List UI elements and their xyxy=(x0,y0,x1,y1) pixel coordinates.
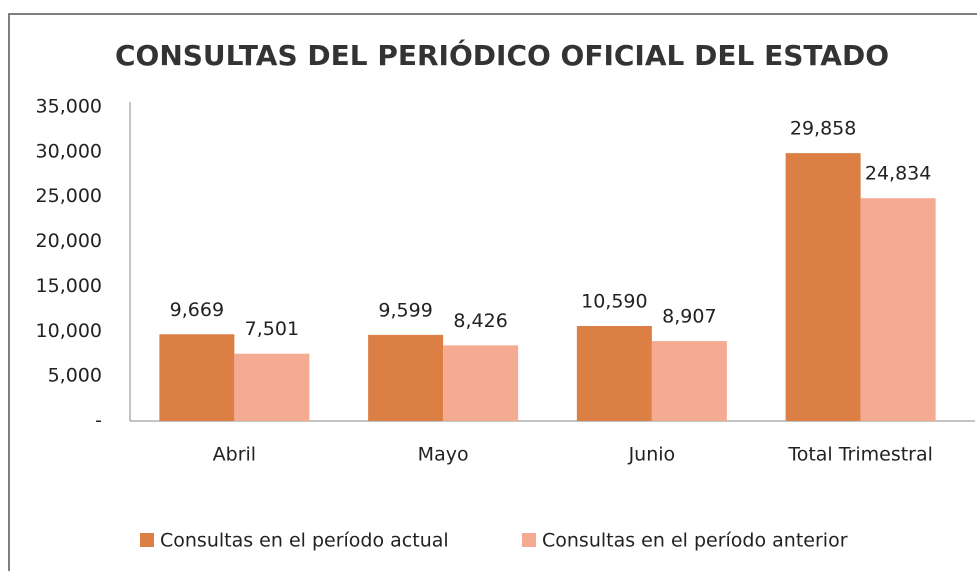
data-label: 24,834 xyxy=(865,163,931,185)
legend-swatch xyxy=(522,533,536,547)
x-tick-label: Junio xyxy=(628,444,676,466)
x-tick-label: Mayo xyxy=(418,444,469,466)
chart-title: CONSULTAS DEL PERIÓDICO OFICIAL DEL ESTA… xyxy=(115,38,889,72)
y-tick-label: 25,000 xyxy=(36,185,102,207)
data-label: 9,669 xyxy=(170,299,224,321)
data-label: 8,907 xyxy=(662,306,716,328)
bar xyxy=(860,198,936,421)
x-tick-label: Total Trimestral xyxy=(787,444,933,466)
bar xyxy=(159,334,235,421)
bar xyxy=(785,153,861,421)
bar xyxy=(234,353,310,421)
y-tick-label: 20,000 xyxy=(36,230,102,252)
y-tick-label: - xyxy=(95,410,102,432)
data-label: 10,590 xyxy=(581,290,647,312)
x-tick-label: Abril xyxy=(213,444,256,466)
bar xyxy=(368,334,444,421)
bar xyxy=(651,341,727,421)
y-tick-label: 35,000 xyxy=(36,96,102,118)
data-label: 8,426 xyxy=(453,310,507,332)
y-tick-label: 30,000 xyxy=(36,140,102,162)
bar xyxy=(576,325,652,421)
legend-label: Consultas en el período actual xyxy=(160,530,449,552)
bar xyxy=(443,345,519,421)
legend-swatch xyxy=(140,533,154,547)
data-label: 7,501 xyxy=(245,318,299,340)
legend-label: Consultas en el período anterior xyxy=(542,530,848,552)
y-tick-label: 15,000 xyxy=(36,275,102,297)
chart-border xyxy=(8,13,977,571)
data-label: 9,599 xyxy=(378,299,432,321)
data-label: 29,858 xyxy=(790,118,856,140)
y-tick-label: 5,000 xyxy=(48,365,102,387)
y-tick-label: 10,000 xyxy=(36,320,102,342)
